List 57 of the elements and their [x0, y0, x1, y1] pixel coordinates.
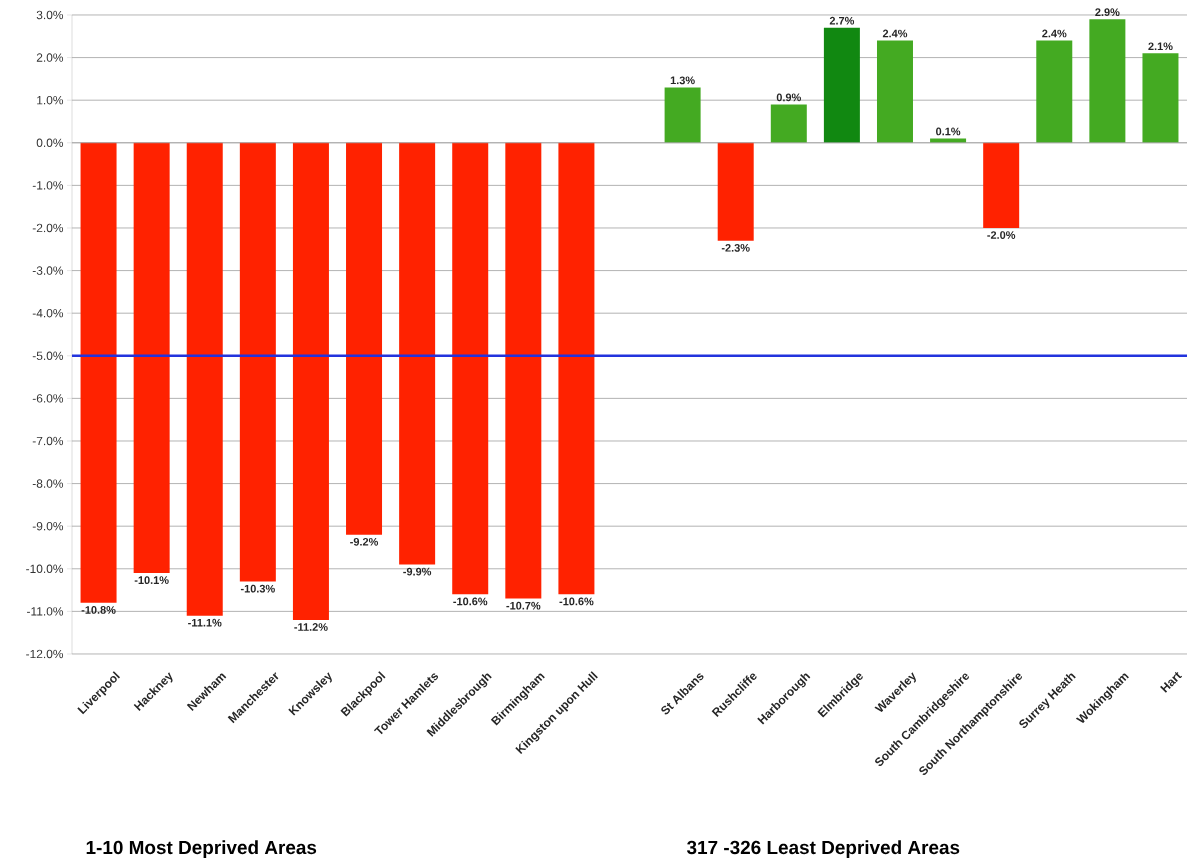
y-tick-label: -6.0%: [32, 394, 64, 403]
data-label: 0.9%: [776, 93, 801, 102]
data-label: -10.6%: [559, 597, 594, 606]
bar: [452, 142, 489, 595]
text: 1-10 Most Deprived Areas: [86, 840, 317, 858]
data-label: -11.1%: [188, 618, 222, 627]
bar: [1089, 19, 1126, 143]
data-label: 0.1%: [936, 127, 961, 136]
data-label: -2.0%: [987, 231, 1016, 239]
bar: [346, 142, 383, 535]
bar: [399, 142, 436, 565]
data-label: -10.1%: [134, 576, 169, 584]
text: 317 -326 Least Deprived Areas: [686, 840, 960, 858]
data-label: -10.3%: [240, 584, 275, 593]
data-label: 2.4%: [882, 29, 908, 38]
y-tick-label: -1.0%: [32, 181, 64, 190]
y-tick-label: -8.0%: [32, 479, 64, 488]
bar: [1142, 53, 1179, 143]
bar: [876, 40, 913, 143]
data-label: 2.1%: [1148, 42, 1173, 51]
y-tick-label: -12.0%: [26, 649, 64, 659]
y-tick-label: 2.0%: [36, 53, 64, 62]
bar: [983, 142, 1020, 228]
bar: [717, 142, 754, 241]
y-tick-label: -4.0%: [32, 308, 64, 318]
y-tick-label: -3.0%: [32, 266, 64, 275]
bar: [1036, 40, 1073, 143]
data-label: 1.3%: [670, 76, 695, 85]
y-tick-label: -9.0%: [32, 521, 64, 531]
bar: [558, 142, 595, 595]
y-tick-label: 1.0%: [37, 95, 64, 105]
y-tick-label: -5.0%: [32, 351, 64, 361]
bar: [823, 27, 860, 143]
data-label: 2.9%: [1095, 8, 1120, 17]
data-label: -9.9%: [403, 567, 432, 576]
bar: [505, 142, 542, 599]
bar: [292, 142, 329, 620]
y-tick-label: 3.0%: [36, 10, 64, 20]
y-tick-label: -10.0%: [26, 564, 64, 574]
data-label: 2.4%: [1042, 29, 1067, 38]
y-tick-label: -7.0%: [32, 436, 64, 446]
bar: [133, 142, 170, 574]
data-label: 2.7%: [829, 16, 855, 25]
data-label: -2.3%: [721, 243, 750, 252]
bar: [664, 87, 701, 143]
y-tick-label: 0.0%: [36, 138, 64, 148]
y-tick-label: -2.0%: [32, 223, 64, 233]
data-label: -11.2%: [294, 623, 328, 631]
bar: [186, 142, 223, 616]
data-label: -10.6%: [453, 597, 488, 606]
data-label: -10.8%: [81, 606, 116, 614]
y-tick-label: -11.0%: [27, 607, 64, 616]
data-label: -9.2%: [350, 537, 379, 546]
bar: [770, 104, 807, 143]
bar: [80, 142, 117, 603]
bar: [239, 142, 276, 582]
data-label: -10.7%: [506, 601, 541, 610]
